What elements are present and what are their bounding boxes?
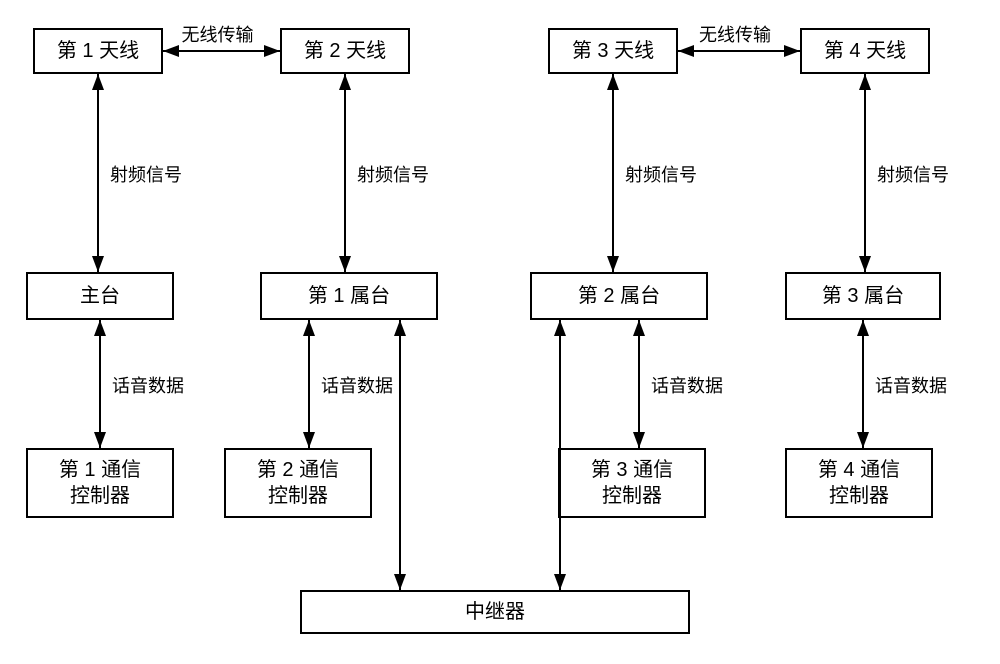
master-station-box: 主台 [26, 272, 174, 320]
edge-label: 射频信号 [357, 161, 429, 187]
edge-label: 无线传输 [699, 21, 771, 47]
controller-3-box: 第 3 通信 控制器 [558, 448, 706, 518]
antenna-2-box: 第 2 天线 [280, 28, 410, 74]
edge-label: 射频信号 [877, 161, 949, 187]
antenna-3-box: 第 3 天线 [548, 28, 678, 74]
sub-station-3-box: 第 3 属台 [785, 272, 941, 320]
edge-label: 射频信号 [625, 161, 697, 187]
controller-4-box: 第 4 通信 控制器 [785, 448, 933, 518]
sub-station-1-box: 第 1 属台 [260, 272, 438, 320]
edge-label: 话音数据 [112, 372, 184, 398]
edge-label: 话音数据 [875, 372, 947, 398]
antenna-4-box: 第 4 天线 [800, 28, 930, 74]
repeater-box: 中继器 [300, 590, 690, 634]
edge-label: 话音数据 [651, 372, 723, 398]
edge-label: 射频信号 [110, 161, 182, 187]
controller-2-box: 第 2 通信 控制器 [224, 448, 372, 518]
edge-label: 无线传输 [182, 21, 254, 47]
sub-station-2-box: 第 2 属台 [530, 272, 708, 320]
edge-label: 话音数据 [321, 372, 393, 398]
antenna-1-box: 第 1 天线 [33, 28, 163, 74]
controller-1-box: 第 1 通信 控制器 [26, 448, 174, 518]
